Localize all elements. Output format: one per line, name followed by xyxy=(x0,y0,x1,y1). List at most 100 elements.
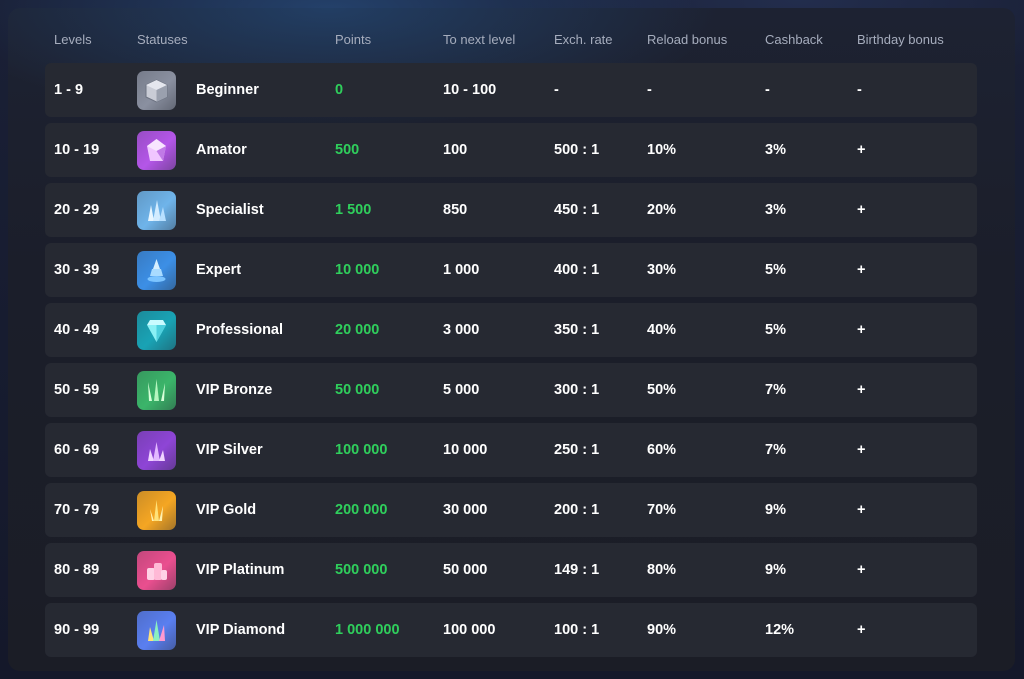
exchange-rate-value: 200 : 1 xyxy=(554,502,600,518)
to-next-level-value: 850 xyxy=(443,202,468,218)
stone-cube-icon xyxy=(137,71,176,110)
cashback-value: 5% xyxy=(765,322,786,338)
points-value: 0 xyxy=(335,82,344,98)
level-range: 30 - 39 xyxy=(54,262,100,278)
points-value: 500 xyxy=(335,142,360,158)
exchange-rate-value: 500 : 1 xyxy=(554,142,600,158)
points-value: 50 000 xyxy=(335,382,380,398)
level-range: 90 - 99 xyxy=(54,622,100,638)
cashback-value: 5% xyxy=(765,262,786,278)
table-row: 10 - 19 Amator 500 100 500 : 1 10% 3% + xyxy=(45,123,977,177)
pink-blocks-icon xyxy=(137,551,176,590)
table-row: 60 - 69 VIP Silver 100 000 10 000 250 : 1 60%… xyxy=(45,423,977,477)
to-next-level-value: 100 000 xyxy=(443,622,496,638)
birthday-bonus-value: + xyxy=(857,322,866,338)
cashback-value: 9% xyxy=(765,502,786,518)
to-next-level-value: 10 - 100 xyxy=(443,82,497,98)
exchange-rate-value: 149 : 1 xyxy=(554,562,600,578)
cashback-value: 9% xyxy=(765,562,786,578)
points-value: 1 500 xyxy=(335,202,372,218)
status-name: Beginner xyxy=(196,82,259,98)
exchange-rate-value: 300 : 1 xyxy=(554,382,600,398)
birthday-bonus-value: + xyxy=(857,202,866,218)
points-value: 1 000 000 xyxy=(335,622,400,638)
purple-crystal-icon xyxy=(137,131,176,170)
points-value: 500 000 xyxy=(335,562,388,578)
status-name: VIP Diamond xyxy=(196,622,286,638)
points-value: 100 000 xyxy=(335,442,388,458)
points-value: 10 000 xyxy=(335,262,380,278)
table-row: 90 - 99 VIP Diamond 1 000 000 100 000 100 : … xyxy=(45,603,977,657)
exchange-rate-value: 350 : 1 xyxy=(554,322,600,338)
to-next-level-value: 30 000 xyxy=(443,502,488,518)
status-name: VIP Platinum xyxy=(196,562,285,578)
reload-bonus-value: 20% xyxy=(647,202,677,218)
level-range: 40 - 49 xyxy=(54,322,100,338)
to-next-level-value: 3 000 xyxy=(443,322,480,338)
level-range: 60 - 69 xyxy=(54,442,100,458)
table-row: 70 - 79 VIP Gold 200 000 30 000 200 : 1 70% 9%… xyxy=(45,483,977,537)
table-header: Levels Statuses Points To next level Exc… xyxy=(8,8,1015,64)
birthday-bonus-value: + xyxy=(857,502,866,518)
birthday-bonus-value: + xyxy=(857,262,866,278)
reload-bonus-value: 10% xyxy=(647,142,677,158)
status-name: VIP Gold xyxy=(196,502,257,518)
violet-cluster-icon xyxy=(137,431,176,470)
teal-gem-icon xyxy=(137,311,176,350)
exchange-rate-value: 100 : 1 xyxy=(554,622,600,638)
status-name: Expert xyxy=(196,262,242,278)
cashback-value: 3% xyxy=(765,142,786,158)
reload-bonus-value: 30% xyxy=(647,262,677,278)
to-next-level-value: 50 000 xyxy=(443,562,488,578)
cashback-value: - xyxy=(765,82,770,98)
exchange-rate-value: 250 : 1 xyxy=(554,442,600,458)
birthday-bonus-value: - xyxy=(857,82,862,98)
reload-bonus-value: 40% xyxy=(647,322,677,338)
header-cashback: Cashback xyxy=(765,32,823,47)
reload-bonus-value: - xyxy=(647,82,652,98)
level-range: 70 - 79 xyxy=(54,502,100,518)
table-row: 30 - 39 Expert 10 000 1 000 400 : 1 30% 5% + xyxy=(45,243,977,297)
reload-bonus-value: 70% xyxy=(647,502,677,518)
exchange-rate-value: 400 : 1 xyxy=(554,262,600,278)
header-points: Points xyxy=(335,32,372,47)
rainbow-crystals-icon xyxy=(137,611,176,650)
birthday-bonus-value: + xyxy=(857,142,866,158)
table-row: 50 - 59 VIP Bronze 50 000 5 000 300 : 1 50% 7%… xyxy=(45,363,977,417)
ice-crystals-icon xyxy=(137,191,176,230)
to-next-level-value: 5 000 xyxy=(443,382,480,398)
points-value: 200 000 xyxy=(335,502,388,518)
header-reload-bonus: Reload bonus xyxy=(647,32,728,47)
header-levels: Levels xyxy=(54,32,92,47)
reload-bonus-value: 80% xyxy=(647,562,677,578)
birthday-bonus-value: + xyxy=(857,382,866,398)
exchange-rate-value: - xyxy=(554,82,559,98)
status-name: Amator xyxy=(196,142,247,158)
birthday-bonus-value: + xyxy=(857,442,866,458)
exchange-rate-value: 450 : 1 xyxy=(554,202,600,218)
reload-bonus-value: 60% xyxy=(647,442,677,458)
level-range: 80 - 89 xyxy=(54,562,100,578)
gold-crystal-icon xyxy=(137,491,176,530)
header-statuses: Statuses xyxy=(137,32,188,47)
status-name: VIP Silver xyxy=(196,442,263,458)
cashback-value: 7% xyxy=(765,382,786,398)
header-exchange-rate: Exch. rate xyxy=(554,32,613,47)
status-name: Specialist xyxy=(196,202,264,218)
reload-bonus-value: 90% xyxy=(647,622,677,638)
cashback-value: 7% xyxy=(765,442,786,458)
reload-bonus-value: 50% xyxy=(647,382,677,398)
birthday-bonus-value: + xyxy=(857,622,866,638)
blue-tower-icon xyxy=(137,251,176,290)
status-name: VIP Bronze xyxy=(196,382,273,398)
table-row: 80 - 89 VIP Platinum 500 000 50 000 149 : 1 8… xyxy=(45,543,977,597)
table-row: 40 - 49 Professional 20 000 3 000 350 : 1 40%… xyxy=(45,303,977,357)
level-range: 1 - 9 xyxy=(54,82,84,98)
table-row: 20 - 29 Specialist 1 500 850 450 : 1 20% 3% + xyxy=(45,183,977,237)
level-range: 10 - 19 xyxy=(54,142,100,158)
birthday-bonus-value: + xyxy=(857,562,866,578)
to-next-level-value: 10 000 xyxy=(443,442,488,458)
header-to-next-level: To next level xyxy=(443,32,516,47)
to-next-level-value: 1 000 xyxy=(443,262,480,278)
